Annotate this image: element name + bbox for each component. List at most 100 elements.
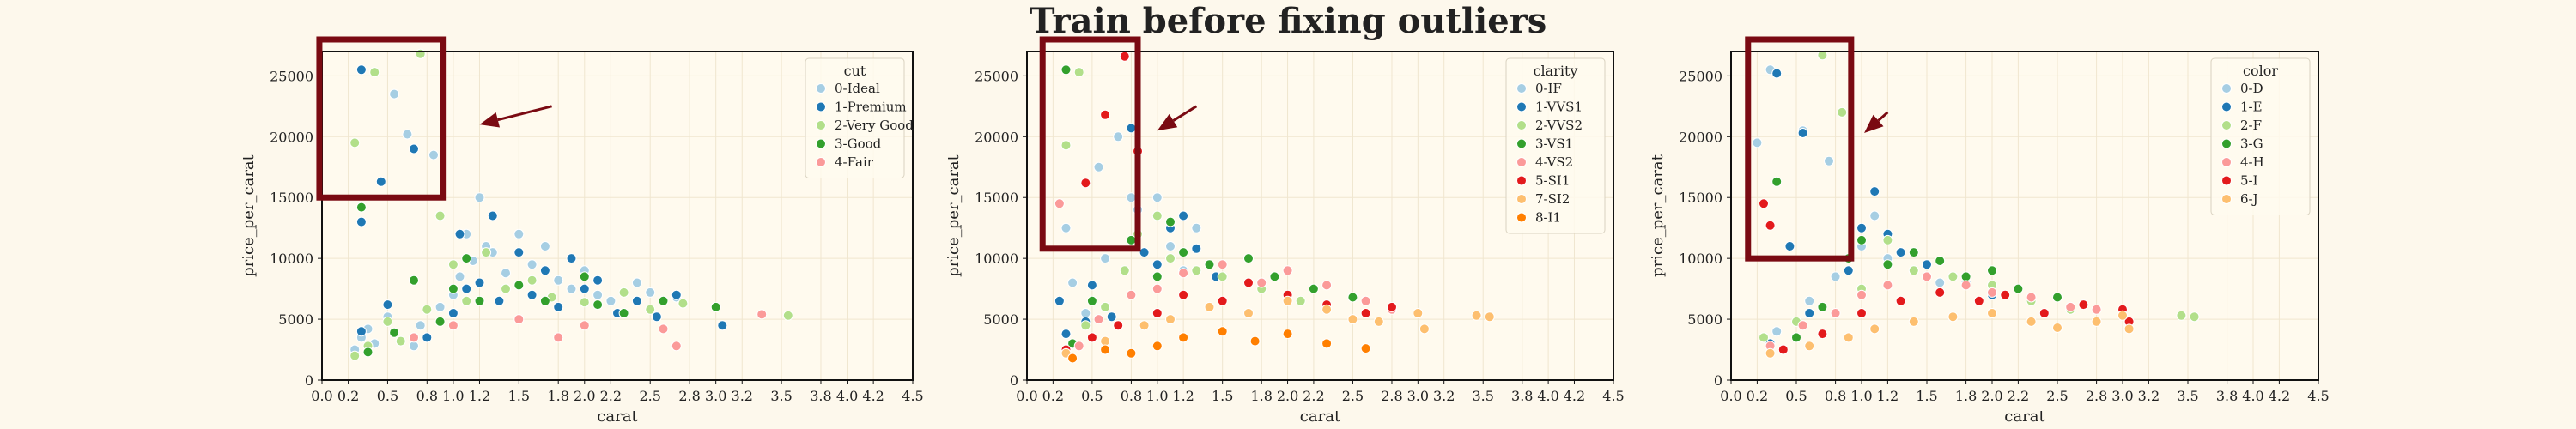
data-point-4-vs2 (1073, 341, 1084, 352)
data-point-3-g (1791, 332, 1801, 343)
x-tick-label: 4.5 (2307, 388, 2329, 404)
y-tick-label: 5000 (278, 311, 313, 328)
arrow-head (1864, 114, 1884, 134)
data-point-0-ideal (454, 271, 465, 282)
x-tick-label: 4.2 (2269, 388, 2290, 404)
data-point-8-i1 (1217, 326, 1228, 337)
data-point-1-e (1843, 265, 1854, 276)
data-point-4-fair (658, 323, 669, 335)
x-tick-label: 1.5 (508, 388, 530, 404)
data-point-2-f (1882, 234, 1893, 245)
legend-marker (2221, 157, 2232, 167)
data-point-7-si2 (1471, 310, 1482, 321)
data-point-3-vs1 (1060, 64, 1072, 76)
data-point-1-e (1895, 247, 1906, 258)
x-tick-label: 0.0 (311, 388, 332, 404)
data-point-1-vvs1 (1126, 123, 1137, 134)
legend-entry: 4-VS2 (1535, 154, 1573, 170)
x-tick-label: 3.0 (2111, 388, 2133, 404)
legend-entry: 5-I (2240, 173, 2258, 189)
data-point-3-good (355, 202, 367, 213)
data-point-7-si2 (1484, 311, 1495, 323)
data-point-0-ideal (539, 241, 550, 251)
scatter-panel-0: 0.0 0.2 0.5 0.8 1.0 1.2 1.5 1.8 2.0 2.2 2.5 2.8 3.0 3… (240, 36, 924, 426)
y-tick-label: 5000 (1687, 311, 1722, 328)
legend-marker (1516, 120, 1527, 130)
x-tick-label: 1.5 (1916, 388, 1937, 404)
x-tick-label: 0.5 (1785, 388, 1807, 404)
data-point-2-very-good (422, 304, 433, 315)
x-tick-label: 2.0 (1981, 388, 2002, 404)
data-point-1-premium (717, 320, 728, 331)
data-point-1-premium (447, 308, 459, 318)
outlier-highlight-box (316, 36, 447, 201)
data-point-2-vvs2 (1165, 253, 1176, 264)
data-point-2-very-good (382, 316, 393, 327)
data-point-5-i (2078, 299, 2089, 311)
data-point-7-si2 (1321, 304, 1333, 315)
legend-marker (1516, 101, 1527, 112)
data-point-5-i (1856, 308, 1867, 318)
data-point-2-vvs2 (1073, 67, 1084, 78)
x-tick-label: 3.8 (1511, 388, 1533, 404)
data-point-1-premium (526, 289, 538, 300)
data-point-2-f (2189, 311, 2200, 323)
x-tick-label: 0.2 (337, 388, 359, 404)
data-point-4-h (1797, 320, 1808, 331)
arrow-shaft (1877, 111, 1889, 122)
data-point-5-i (1973, 295, 1984, 306)
legend-marker (1516, 157, 1527, 167)
data-point-0-if (1060, 222, 1072, 233)
data-point-3-vs1 (1308, 283, 1319, 294)
x-tick-label: 4.0 (2242, 388, 2263, 404)
data-point-5-si1 (1360, 308, 1371, 318)
x-tick-label: 0.2 (1042, 388, 1064, 404)
data-point-8-i1 (1178, 332, 1189, 343)
legend-marker (1516, 212, 1527, 223)
data-point-1-premium (355, 216, 367, 227)
data-point-0-d (1752, 137, 1763, 148)
data-point-1-premium (553, 301, 564, 312)
data-point-5-si1 (1119, 51, 1130, 62)
data-point-8-i1 (1249, 335, 1261, 347)
data-point-6-j (1947, 311, 1959, 323)
data-point-0-d (1824, 155, 1834, 166)
data-point-1-premium (422, 332, 433, 343)
data-point-0-d (1869, 210, 1880, 221)
data-point-3-vs1 (1086, 295, 1097, 306)
y-tick-label: 20000 (975, 129, 1018, 145)
outlier-arrow (479, 105, 552, 128)
legend-marker (2221, 138, 2232, 149)
arrow-head (1157, 113, 1178, 131)
legend-entry: 3-VS1 (1535, 136, 1573, 152)
data-point-0-d (1830, 271, 1841, 282)
data-point-1-premium (355, 326, 367, 337)
data-point-1-vvs1 (1178, 210, 1189, 221)
data-point-4-h (2091, 304, 2102, 315)
data-point-2-very-good (579, 297, 590, 308)
data-point-0-ideal (415, 320, 426, 331)
data-point-2-very-good (618, 287, 629, 298)
data-point-2-very-good (645, 304, 656, 315)
data-point-1-vvs1 (1060, 329, 1072, 340)
data-point-1-premium (494, 295, 505, 306)
data-point-1-premium (454, 228, 465, 239)
x-tick-label: 2.2 (2008, 388, 2029, 404)
data-point-2-very-good (447, 259, 459, 270)
legend-entry: 3-G (2240, 136, 2263, 152)
data-point-0-ideal (474, 192, 485, 203)
data-point-2-vvs2 (1151, 210, 1163, 221)
data-point-7-si2 (1373, 316, 1384, 327)
arrow-shaft (497, 105, 552, 122)
data-point-2-very-good (677, 298, 689, 309)
legend: color 0-D 1-E 2-F 3-G 4-H 5-I 6-J (2210, 57, 2311, 215)
figure-title: Train before fixing outliers (1030, 1, 1547, 41)
data-point-3-good (513, 280, 525, 291)
data-point-0-d (1771, 326, 1783, 337)
data-point-3-good (539, 295, 550, 306)
data-point-2-f (1947, 271, 1959, 282)
x-tick-label: 3.2 (1433, 388, 1455, 404)
data-point-2-vvs2 (1295, 295, 1306, 306)
data-point-2-vvs2 (1080, 320, 1091, 331)
legend-marker (2221, 101, 2232, 112)
